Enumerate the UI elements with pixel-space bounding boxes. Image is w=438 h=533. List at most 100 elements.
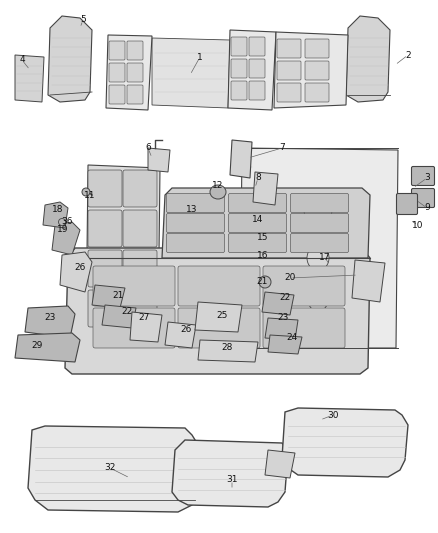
Ellipse shape: [308, 289, 328, 311]
Polygon shape: [195, 302, 242, 332]
Text: 1: 1: [197, 52, 203, 61]
FancyBboxPatch shape: [123, 210, 157, 247]
Text: 24: 24: [286, 334, 298, 343]
Polygon shape: [130, 312, 162, 342]
FancyBboxPatch shape: [88, 250, 122, 287]
Polygon shape: [265, 318, 298, 340]
FancyBboxPatch shape: [127, 63, 143, 82]
Polygon shape: [172, 440, 288, 507]
FancyBboxPatch shape: [277, 83, 301, 102]
Ellipse shape: [307, 246, 329, 271]
Text: 4: 4: [19, 55, 25, 64]
Text: 30: 30: [327, 410, 339, 419]
Text: 26: 26: [74, 263, 86, 272]
FancyBboxPatch shape: [263, 308, 345, 348]
FancyBboxPatch shape: [290, 193, 349, 213]
Text: 29: 29: [31, 341, 42, 350]
Polygon shape: [198, 340, 258, 362]
Polygon shape: [106, 35, 152, 110]
Ellipse shape: [304, 195, 332, 225]
Polygon shape: [265, 450, 295, 478]
FancyBboxPatch shape: [88, 210, 122, 247]
Text: 10: 10: [412, 221, 424, 230]
Text: 20: 20: [284, 273, 296, 282]
FancyBboxPatch shape: [396, 193, 417, 214]
Polygon shape: [352, 260, 385, 302]
Text: 17: 17: [319, 254, 331, 262]
Text: 26: 26: [180, 326, 192, 335]
Polygon shape: [268, 335, 302, 354]
FancyBboxPatch shape: [411, 166, 434, 185]
Text: 21: 21: [112, 290, 124, 300]
FancyBboxPatch shape: [88, 170, 122, 207]
FancyBboxPatch shape: [229, 193, 286, 213]
Polygon shape: [148, 148, 170, 172]
Polygon shape: [240, 148, 398, 348]
Polygon shape: [165, 322, 196, 348]
Text: 5: 5: [80, 15, 86, 25]
Polygon shape: [274, 32, 348, 108]
Text: 18: 18: [52, 206, 64, 214]
Text: 22: 22: [279, 294, 291, 303]
Polygon shape: [253, 172, 278, 205]
Text: 2: 2: [405, 51, 411, 60]
FancyBboxPatch shape: [305, 39, 329, 58]
Polygon shape: [262, 292, 294, 315]
Ellipse shape: [59, 219, 66, 225]
Polygon shape: [28, 426, 200, 512]
FancyBboxPatch shape: [178, 266, 260, 306]
FancyBboxPatch shape: [88, 290, 122, 327]
Polygon shape: [52, 222, 80, 255]
Polygon shape: [60, 252, 92, 292]
FancyBboxPatch shape: [231, 59, 247, 78]
FancyBboxPatch shape: [166, 193, 225, 213]
Ellipse shape: [210, 185, 226, 199]
Text: 32: 32: [104, 464, 116, 472]
FancyBboxPatch shape: [123, 290, 157, 327]
FancyBboxPatch shape: [249, 81, 265, 100]
FancyBboxPatch shape: [277, 61, 301, 80]
FancyBboxPatch shape: [305, 61, 329, 80]
Ellipse shape: [82, 188, 90, 196]
FancyBboxPatch shape: [109, 63, 125, 82]
FancyBboxPatch shape: [127, 85, 143, 104]
FancyBboxPatch shape: [290, 214, 349, 232]
FancyBboxPatch shape: [123, 250, 157, 287]
FancyBboxPatch shape: [123, 170, 157, 207]
Polygon shape: [25, 306, 75, 338]
Text: 23: 23: [44, 313, 56, 322]
Polygon shape: [162, 188, 370, 258]
Polygon shape: [102, 305, 136, 328]
FancyBboxPatch shape: [231, 81, 247, 100]
FancyBboxPatch shape: [229, 214, 286, 232]
Text: 21: 21: [256, 278, 268, 287]
Text: 14: 14: [252, 215, 264, 224]
Polygon shape: [92, 285, 125, 308]
FancyBboxPatch shape: [249, 59, 265, 78]
Polygon shape: [43, 202, 68, 228]
FancyBboxPatch shape: [127, 41, 143, 60]
Text: 8: 8: [255, 174, 261, 182]
FancyBboxPatch shape: [229, 233, 286, 253]
Text: 36: 36: [61, 217, 73, 227]
FancyBboxPatch shape: [411, 189, 434, 207]
Polygon shape: [282, 408, 408, 477]
Polygon shape: [152, 38, 230, 108]
Text: 3: 3: [424, 174, 430, 182]
FancyBboxPatch shape: [231, 37, 247, 56]
FancyBboxPatch shape: [93, 266, 175, 306]
Polygon shape: [346, 16, 390, 102]
FancyBboxPatch shape: [290, 233, 349, 253]
Text: 13: 13: [186, 206, 198, 214]
FancyBboxPatch shape: [263, 266, 345, 306]
FancyBboxPatch shape: [109, 85, 125, 104]
FancyBboxPatch shape: [93, 308, 175, 348]
Text: 23: 23: [277, 313, 289, 322]
Text: 12: 12: [212, 181, 224, 190]
FancyBboxPatch shape: [166, 233, 225, 253]
Polygon shape: [48, 16, 92, 102]
Polygon shape: [65, 248, 370, 374]
Text: 27: 27: [138, 313, 150, 322]
Ellipse shape: [259, 276, 271, 288]
Text: 28: 28: [221, 343, 233, 352]
